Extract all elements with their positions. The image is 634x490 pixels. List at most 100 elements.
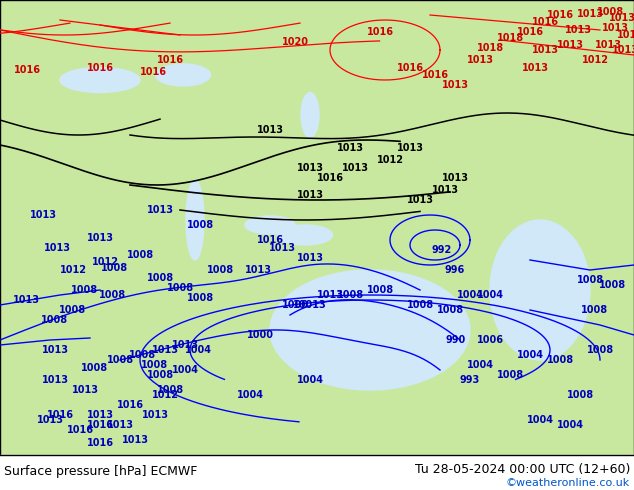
Ellipse shape [245,216,295,234]
Text: 1016: 1016 [86,63,113,73]
Text: 1012: 1012 [581,55,609,65]
Text: 1018: 1018 [496,33,524,43]
Text: 1016: 1016 [86,420,113,430]
Text: 1016: 1016 [157,55,183,65]
Text: 1006: 1006 [477,335,503,345]
Text: 1013: 1013 [557,40,583,50]
Text: 1013: 1013 [406,195,434,205]
Text: 1013: 1013 [467,55,493,65]
Text: 10013: 10013 [293,300,327,310]
Text: 1013: 1013 [30,210,56,220]
Text: 1016: 1016 [366,27,394,37]
Text: 1016: 1016 [86,438,113,448]
Text: 1008: 1008 [598,280,626,290]
Text: 1013: 1013 [522,63,548,73]
Text: 1013: 1013 [441,173,469,183]
Text: 1012: 1012 [152,390,179,400]
Text: 1008: 1008 [597,7,624,17]
Text: 1008: 1008 [586,345,614,355]
Text: 1016: 1016 [257,235,283,245]
Text: 1016: 1016 [547,10,574,20]
Text: 1013: 1013 [245,265,271,275]
Text: 1008: 1008 [141,360,169,370]
Text: 1016: 1016 [67,425,93,435]
Text: 1013: 1013 [576,9,604,19]
Text: 1013: 1013 [172,340,198,350]
Ellipse shape [155,64,210,86]
Ellipse shape [60,68,140,93]
Text: 1008: 1008 [337,290,363,300]
Ellipse shape [301,93,319,138]
Text: 1016: 1016 [46,410,74,420]
Text: 1008: 1008 [146,273,174,283]
Text: 1004: 1004 [526,415,553,425]
Text: 1008: 1008 [496,370,524,380]
Text: 1008: 1008 [566,390,593,400]
Text: 1008: 1008 [41,315,68,325]
Text: 1013: 1013 [122,435,148,445]
Text: 1008: 1008 [146,370,174,380]
Text: 1008: 1008 [436,305,463,315]
Text: 1008: 1008 [366,285,394,295]
Text: 1008: 1008 [167,283,193,293]
Text: 1016: 1016 [13,65,41,75]
Text: 1008: 1008 [129,350,155,360]
Text: 992: 992 [432,245,452,255]
Text: 1000: 1000 [247,330,273,340]
Text: 1013: 1013 [269,243,295,253]
Text: 1013: 1013 [612,45,634,55]
Text: 1008: 1008 [186,293,214,303]
Text: 1013: 1013 [432,185,458,195]
Text: 1013: 1013 [297,163,323,173]
Text: 1004: 1004 [172,365,198,375]
Text: 1000: 1000 [281,300,309,310]
Text: 1004: 1004 [236,390,264,400]
Text: 1016: 1016 [316,173,344,183]
Text: 1013: 1013 [41,375,68,385]
Text: 1018: 1018 [476,43,503,53]
Text: 1004: 1004 [517,350,543,360]
Text: 1008: 1008 [186,220,214,230]
Text: 1004: 1004 [297,375,323,385]
Text: 1012: 1012 [60,265,86,275]
Text: 1016: 1016 [531,17,559,27]
Text: 1013: 1013 [141,410,169,420]
Ellipse shape [186,180,204,260]
Ellipse shape [490,220,590,360]
Text: 1013: 1013 [13,295,39,305]
Text: 1013: 1013 [441,80,469,90]
Text: 1013: 1013 [297,253,323,263]
Bar [0,455,634,490]
Text: 1016: 1016 [117,400,143,410]
Text: 1013: 1013 [297,190,323,200]
Text: 1013: 1013 [531,45,559,55]
Text: Surface pressure [hPa] ECMWF: Surface pressure [hPa] ECMWF [4,465,197,477]
Text: 1008: 1008 [547,355,574,365]
Text: 996: 996 [445,265,465,275]
Ellipse shape [270,270,470,390]
Text: 1013: 1013 [316,290,344,300]
Text: Tu 28-05-2024 00:00 UTC (12+60): Tu 28-05-2024 00:00 UTC (12+60) [415,463,630,475]
Text: 1013: 1013 [602,23,628,33]
Text: 1013: 1013 [146,205,174,215]
Text: 1008: 1008 [126,250,153,260]
Text: 1008: 1008 [157,385,184,395]
Text: 1008: 1008 [100,290,127,300]
Ellipse shape [278,225,332,245]
Text: 1013: 1013 [107,420,134,430]
Text: 1008: 1008 [60,305,87,315]
Text: 1016: 1016 [139,67,167,77]
Text: 1013: 1013 [257,125,283,135]
Text: 1008: 1008 [576,275,604,285]
Text: 1016: 1016 [396,63,424,73]
Text: 1013: 1013 [342,163,368,173]
Text: 1013: 1013 [152,345,179,355]
Text: 1013: 1013 [37,415,63,425]
Text: 1008: 1008 [107,355,134,365]
Text: 1008: 1008 [406,300,434,310]
Text: 1008: 1008 [72,285,98,295]
Text: 1013: 1013 [564,25,592,35]
Text: 1012: 1012 [91,257,119,267]
Text: 1004: 1004 [557,420,583,430]
Text: 1013: 1013 [337,143,363,153]
